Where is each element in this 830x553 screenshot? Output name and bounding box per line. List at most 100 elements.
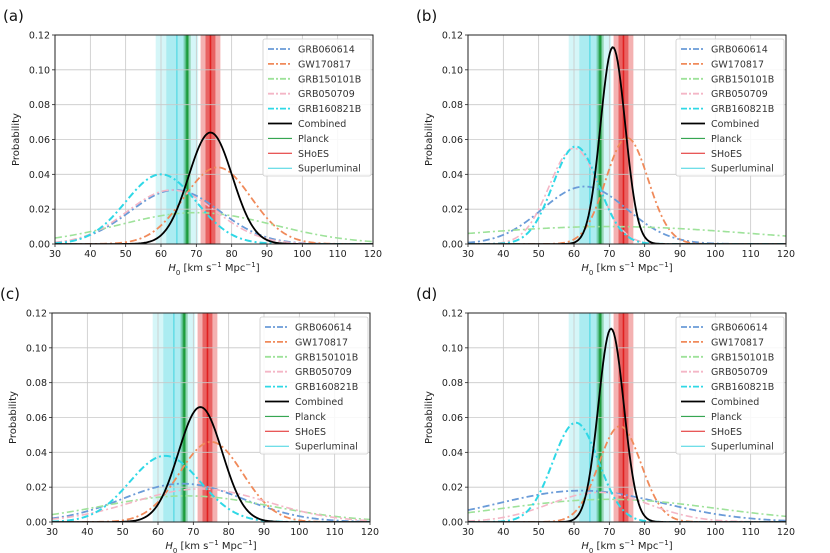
legend: GRB060614 GW170817 GRB150101B GRB050709 GRB1…: [675, 316, 785, 455]
y-axis-label: Probability: [424, 391, 435, 444]
x-tick-label: 110: [742, 249, 760, 260]
legend-label: Planck: [711, 134, 742, 145]
y-tick-label: 0.02: [442, 205, 463, 216]
y-axis-label: Probability: [11, 113, 22, 166]
legend-label: GRB050709: [711, 89, 768, 100]
legend-label: Superluminal: [298, 164, 361, 175]
y-tick-label: 0.08: [442, 378, 463, 389]
legend-label: GRB050709: [295, 367, 352, 378]
x-tick-label: 120: [364, 249, 382, 260]
y-tick-label: 0.04: [26, 448, 47, 459]
x-tick-label: 100: [706, 527, 724, 538]
y-tick-label: 0.04: [442, 170, 463, 181]
legend: GRB060614 GW170817 GRB150101B GRB050709 GRB1…: [259, 316, 369, 455]
panel-label: (c): [0, 285, 20, 303]
legend-label: GRB150101B: [295, 352, 358, 363]
y-tick-label: 0.00: [29, 240, 50, 251]
legend-label: Planck: [295, 412, 326, 423]
y-tick-label: 0.12: [442, 309, 463, 320]
legend-label: GRB160821B: [298, 104, 361, 115]
y-tick-label: 0.10: [29, 65, 50, 76]
legend-label: Combined: [298, 119, 346, 130]
legend-label: GRB160821B: [295, 382, 358, 393]
y-tick-label: 0.12: [29, 31, 50, 42]
y-tick-label: 0.12: [442, 31, 463, 42]
x-tick-label: 40: [81, 527, 93, 538]
series-grb150101b: [52, 495, 370, 521]
y-tick-label: 0.06: [29, 135, 50, 146]
x-axis-label: H0 [km s−1 Mpc−1]: [168, 261, 259, 277]
x-tick-label: 80: [223, 527, 235, 538]
panel-2: (c) 30 40 50 60 70 80 90 100 110 120 0.00 0.02 0.04 0.…: [0, 285, 379, 553]
x-tick-label: 30: [462, 527, 474, 538]
x-tick-label: 50: [533, 249, 545, 260]
y-tick-label: 0.12: [26, 309, 47, 320]
series-grb150101b: [55, 211, 373, 243]
legend-label: Planck: [298, 134, 329, 145]
x-tick-label: 100: [706, 249, 724, 260]
x-tick-label: 90: [258, 527, 270, 538]
x-tick-label: 50: [120, 249, 132, 260]
x-tick-label: 30: [462, 249, 474, 260]
y-tick-label: 0.10: [26, 343, 47, 354]
panel-label: (d): [416, 285, 437, 303]
panel-1: (b) 30 40 50 60 70 80 90 100 110 120 0.00 0.02 0.04 0.…: [416, 7, 795, 277]
x-tick-label: 30: [46, 527, 58, 538]
series-grb160821b: [468, 421, 786, 522]
legend-label: GRB150101B: [298, 74, 361, 85]
legend-label: SHoES: [711, 427, 742, 438]
y-tick-label: 0.02: [442, 483, 463, 494]
legend-label: GRB160821B: [711, 104, 774, 115]
y-tick-label: 0.08: [29, 100, 50, 111]
legend: GRB060614 GW170817 GRB150101B GRB050709 GRB1…: [675, 38, 785, 177]
series-grb050709: [468, 147, 786, 244]
y-tick-label: 0.08: [26, 378, 47, 389]
x-tick-label: 40: [497, 527, 509, 538]
x-axis-label: H0 [km s−1 Mpc−1]: [165, 539, 256, 553]
y-tick-label: 0.06: [26, 413, 47, 424]
y-tick-label: 0.04: [29, 170, 50, 181]
panel-3: (d) 30 40 50 60 70 80 90 100 110 120 0.00 0.02 0.04 0.…: [416, 285, 795, 553]
x-axis-label: H0 [km s−1 Mpc−1]: [581, 261, 672, 277]
x-tick-label: 40: [84, 249, 96, 260]
y-tick-label: 0.04: [442, 448, 463, 459]
y-tick-label: 0.00: [26, 518, 47, 529]
curves: [468, 327, 786, 522]
x-tick-label: 70: [187, 527, 199, 538]
x-tick-label: 100: [290, 527, 308, 538]
legend-label: Superluminal: [711, 442, 774, 453]
legend-label: SHoES: [711, 149, 742, 160]
x-tick-label: 110: [326, 527, 344, 538]
x-axis-label: H0 [km s−1 Mpc−1]: [581, 539, 672, 553]
y-tick-label: 0.08: [442, 100, 463, 111]
y-tick-label: 0.00: [442, 240, 463, 251]
legend-label: GRB150101B: [711, 352, 774, 363]
y-tick-label: 0.10: [442, 65, 463, 76]
series-grb150101b: [468, 498, 786, 518]
x-tick-label: 80: [639, 527, 651, 538]
panel-0: (a) 30 40 50 60 70 80 90 100 110 120 0.00 0.02 0.04 0.…: [3, 7, 382, 277]
x-tick-label: 100: [293, 249, 311, 260]
legend-label: GRB160821B: [711, 382, 774, 393]
legend-label: Combined: [711, 397, 759, 408]
x-tick-label: 50: [533, 527, 545, 538]
legend-label: Superluminal: [295, 442, 358, 453]
x-tick-label: 110: [742, 527, 760, 538]
series-grb060614: [468, 489, 786, 522]
y-axis-label: Probability: [8, 391, 19, 444]
legend-label: Planck: [711, 412, 742, 423]
legend-label: GW170817: [295, 337, 348, 348]
legend-label: GW170817: [711, 337, 764, 348]
legend-label: GRB060614: [711, 45, 768, 56]
series-combined: [55, 131, 373, 244]
panel-label: (a): [3, 7, 24, 25]
series-grb060614: [52, 482, 370, 522]
series-combined: [468, 46, 786, 244]
legend-label: Combined: [295, 397, 343, 408]
legend-label: GRB050709: [298, 89, 355, 100]
y-tick-label: 0.02: [26, 483, 47, 494]
x-tick-label: 90: [261, 249, 273, 260]
legend-label: GW170817: [298, 59, 351, 70]
x-tick-label: 50: [117, 527, 129, 538]
